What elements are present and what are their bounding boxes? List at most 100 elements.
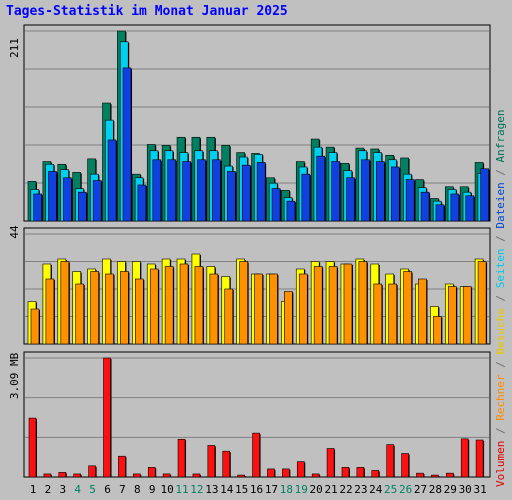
bar-rechner-9 <box>149 268 159 345</box>
legend-segment: / <box>494 421 507 441</box>
bar-rechner-19 <box>298 273 308 345</box>
bar-dateien-4 <box>78 191 87 222</box>
x-tick-label: 8 <box>134 483 141 496</box>
bar-volumen-24 <box>371 470 380 478</box>
bar-volumen-17 <box>267 468 275 478</box>
x-tick-label: 11 <box>175 483 188 496</box>
bar-volumen-12 <box>192 473 201 478</box>
bar-volumen-29 <box>445 472 454 478</box>
legend-segment: / <box>494 288 507 308</box>
bar-dateien-29 <box>450 193 460 222</box>
bar-volumen-21 <box>326 448 335 478</box>
bar-rechner-26 <box>403 271 412 345</box>
bar-dateien-27 <box>420 191 430 222</box>
x-tick-label: 16 <box>250 483 263 496</box>
bar-rechner-22 <box>343 263 353 345</box>
bar-volumen-16 <box>252 432 260 478</box>
bar-dateien-2 <box>48 171 57 222</box>
x-tick-label: 23 <box>354 483 367 496</box>
bar-dateien-18 <box>286 200 296 222</box>
x-tick-label: 1 <box>30 483 37 496</box>
bar-rechner-27 <box>418 278 427 345</box>
legend-segment: Anfragen <box>494 109 507 162</box>
bar-dateien-28 <box>435 204 445 222</box>
x-tick-label: 24 <box>369 483 383 496</box>
x-tick-label: 30 <box>459 483 472 496</box>
middle-panel-max-label: 44 <box>8 225 21 239</box>
x-tick-label: 18 <box>280 483 293 496</box>
bar-dateien-3 <box>63 177 72 222</box>
bar-rechner-10 <box>164 266 174 345</box>
x-tick-label: 20 <box>310 483 323 496</box>
bar-volumen-20 <box>311 473 320 478</box>
x-tick-label: 21 <box>324 483 337 496</box>
bar-volumen-3 <box>58 472 67 478</box>
bar-rechner-17 <box>269 273 278 345</box>
bar-volumen-1 <box>28 417 37 478</box>
bar-volumen-22 <box>341 467 350 478</box>
bar-volumen-6 <box>103 357 111 478</box>
bar-rechner-7 <box>120 271 129 345</box>
bar-dateien-25 <box>390 166 400 222</box>
bar-rechner-14 <box>224 288 234 345</box>
bar-rechner-2 <box>45 278 55 345</box>
bar-rechner-30 <box>462 286 472 345</box>
bar-volumen-14 <box>222 450 231 478</box>
x-tick-label: 5 <box>89 483 96 496</box>
bar-dateien-14 <box>227 171 236 222</box>
bar-volumen-5 <box>88 465 96 478</box>
bar-dateien-23 <box>361 159 370 222</box>
bar-rechner-23 <box>358 261 368 345</box>
bar-dateien-20 <box>316 155 326 222</box>
bar-volumen-8 <box>133 473 141 478</box>
x-tick-label: 17 <box>265 483 278 496</box>
bar-rechner-25 <box>388 283 397 345</box>
bar-volumen-23 <box>356 467 365 478</box>
x-tick-label: 27 <box>414 483 427 496</box>
x-tick-label: 14 <box>220 483 234 496</box>
legend-segment: / <box>494 229 507 249</box>
page-title: Tages-Statistik im Monat Januar 2025 <box>6 4 288 19</box>
bar-volumen-13 <box>207 445 216 478</box>
x-tick-label: 22 <box>339 483 352 496</box>
bar-rechner-11 <box>179 263 189 345</box>
bar-dateien-5 <box>92 180 102 222</box>
bar-rechner-29 <box>447 286 457 345</box>
legend-segment: / <box>494 162 507 182</box>
bar-dateien-26 <box>405 179 415 222</box>
x-tick-label: 19 <box>295 483 308 496</box>
bar-dateien-1 <box>33 193 42 222</box>
bar-dateien-31 <box>480 168 489 222</box>
legend-segment: / <box>494 355 507 375</box>
legend-segment: Dateien <box>494 182 507 228</box>
bar-rechner-1 <box>30 308 40 345</box>
bar-dateien-30 <box>465 195 475 222</box>
bar-dateien-11 <box>182 161 191 222</box>
bar-rechner-5 <box>90 271 99 345</box>
x-tick-label: 2 <box>45 483 52 496</box>
bar-dateien-19 <box>301 173 311 222</box>
bar-volumen-15 <box>237 474 245 478</box>
x-tick-label: 26 <box>399 483 412 496</box>
bar-rechner-16 <box>254 273 263 345</box>
x-tick-label: 9 <box>149 483 156 496</box>
bar-dateien-8 <box>137 184 147 222</box>
bar-rechner-31 <box>477 261 487 345</box>
x-tick-label: 12 <box>190 483 203 496</box>
bar-volumen-28 <box>431 474 439 478</box>
bar-volumen-19 <box>296 461 305 478</box>
x-tick-label: 6 <box>104 483 111 496</box>
bar-volumen-27 <box>416 472 424 478</box>
bar-dateien-16 <box>256 162 266 222</box>
x-tick-label: 28 <box>429 483 442 496</box>
bar-rechner-8 <box>135 278 144 345</box>
x-tick-label: 31 <box>473 483 486 496</box>
legend-segment: Seiten <box>494 249 507 289</box>
bar-dateien-13 <box>212 159 221 222</box>
bar-volumen-9 <box>147 467 156 478</box>
x-tick-label: 25 <box>384 483 397 496</box>
bottom-panel-max-label: 3.09 MB <box>8 352 21 399</box>
side-legend: Volumen / Rechner / Besuche / Seiten / D… <box>494 109 507 487</box>
